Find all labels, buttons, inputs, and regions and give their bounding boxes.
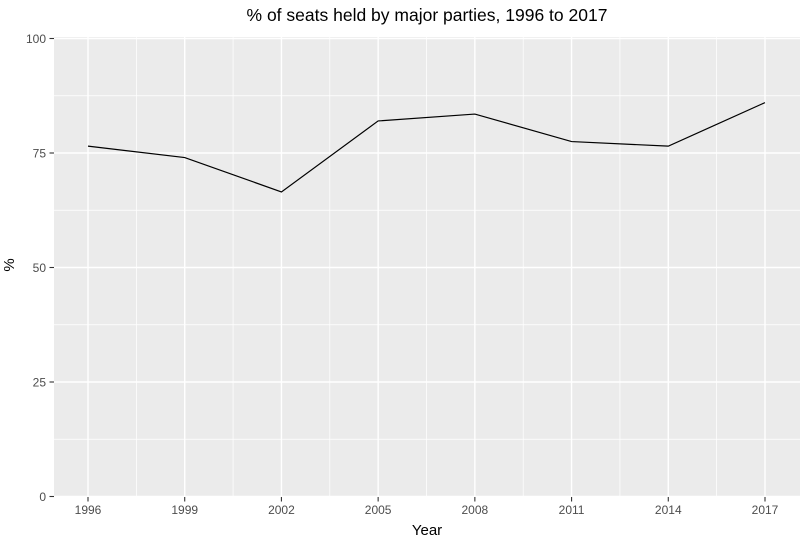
x-tick-label: 2005 [365,503,392,517]
x-tick-label: 2014 [655,503,682,517]
y-tick-label: 25 [33,376,47,390]
x-tick-label: 2011 [559,503,585,517]
y-tick-label: 75 [33,147,47,161]
chart-title: % of seats held by major parties, 1996 t… [246,5,608,25]
x-tick-label: 2008 [462,503,489,517]
x-tick-label: 2002 [268,503,295,517]
y-tick-label: 100 [26,32,46,46]
y-tick-label: 0 [39,490,46,504]
x-tick-label: 1996 [75,503,102,517]
data-line [87,102,766,193]
y-tick-label: 50 [33,261,47,275]
x-tick-label: 1999 [171,503,198,517]
x-axis-title: Year [411,522,443,539]
x-tick-label: 2017 [752,503,779,517]
